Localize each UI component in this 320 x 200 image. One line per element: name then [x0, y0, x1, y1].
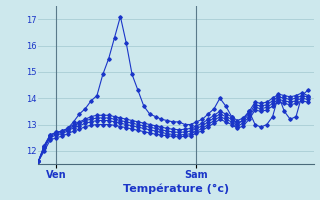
X-axis label: Température (°c): Température (°c): [123, 184, 229, 194]
